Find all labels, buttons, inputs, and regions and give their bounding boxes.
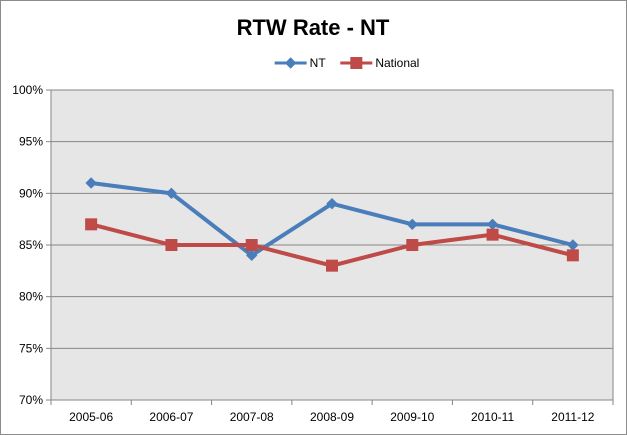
data-point-nt	[326, 197, 338, 210]
data-point-national	[406, 239, 419, 251]
x-axis: 2005-06 2006-07 2007-08 2008-09 2009-10 2010-…	[50, 400, 614, 424]
data-point-national	[486, 228, 499, 241]
x-tick-label: 2006-07	[149, 410, 193, 424]
x-tick-label: 2007-08	[230, 410, 274, 424]
x-tick-label: 2005-06	[69, 410, 113, 424]
legend-item-nt: NT	[274, 56, 327, 70]
chart-title: RTW Rate - NT	[237, 15, 390, 40]
y-tick-label: 80%	[19, 290, 43, 304]
data-point-national	[326, 259, 338, 272]
legend-swatch-marker	[284, 57, 297, 69]
data-point-nt	[246, 249, 258, 262]
x-tick-label: 2011-12	[551, 410, 594, 424]
data-point-national	[566, 249, 579, 262]
x-tick-label: 2010-11	[471, 410, 514, 424]
series-layer	[85, 177, 579, 272]
y-tick-label: 75%	[19, 341, 43, 355]
legend: NT National	[274, 56, 419, 70]
legend-swatch-marker	[350, 57, 363, 69]
legend-label: National	[375, 56, 419, 70]
y-tick-label: 70%	[19, 393, 43, 407]
legend-label: NT	[310, 56, 327, 70]
data-point-nt	[85, 177, 97, 189]
y-tick-label: 95%	[19, 135, 43, 149]
data-point-nt	[406, 218, 418, 231]
y-tick-label: 90%	[19, 186, 43, 200]
series-nt	[85, 177, 579, 262]
data-point-national	[245, 239, 258, 251]
x-tick-label: 2008-09	[310, 410, 354, 424]
y-tick-label: 100%	[12, 83, 43, 97]
legend-item-national: National	[340, 56, 419, 70]
data-point-national	[165, 239, 178, 251]
gridlines	[51, 141, 613, 349]
y-tick-label: 85%	[19, 238, 43, 252]
x-tick-label: 2009-10	[390, 410, 434, 424]
series-national	[85, 218, 579, 272]
y-axis: 70% 75% 80% 85% 90% 95% 100%	[12, 83, 51, 407]
data-point-nt	[165, 187, 178, 200]
data-point-national	[85, 218, 98, 231]
